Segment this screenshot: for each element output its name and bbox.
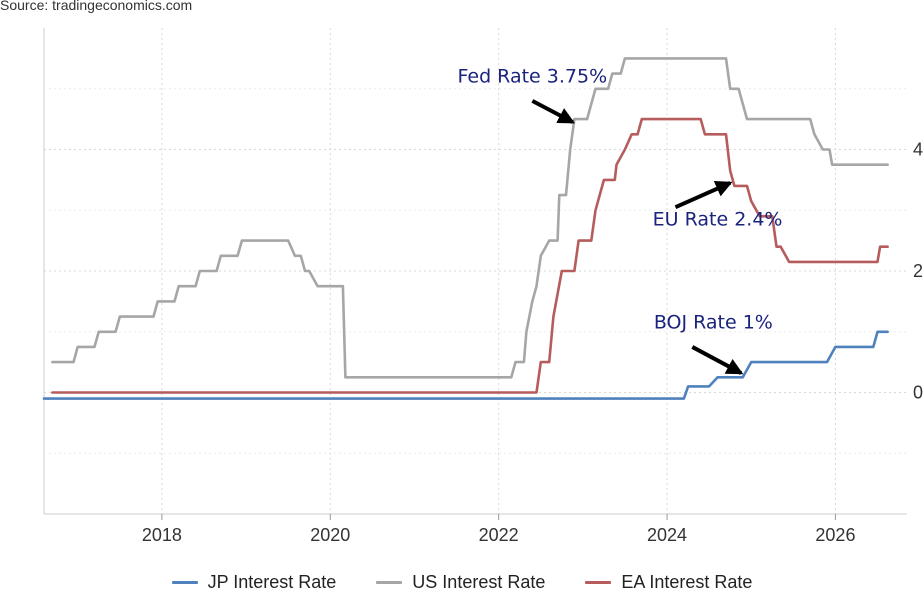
x-tick-label: 2022 <box>479 525 519 545</box>
series-lines <box>42 57 889 400</box>
grid <box>43 28 907 515</box>
legend-swatch <box>376 581 403 584</box>
legend: JP Interest Rate US Interest Rate EA Inter… <box>0 572 924 593</box>
legend-item[interactable]: EA Interest Rate <box>585 572 752 593</box>
x-tick-label: 2026 <box>815 525 855 545</box>
annotation-label: EU Rate 2.4% <box>653 208 783 230</box>
legend-swatch <box>585 581 612 584</box>
annotation-label: BOJ Rate 1% <box>654 312 773 334</box>
legend-item[interactable]: JP Interest Rate <box>171 572 337 593</box>
annotations: Fed Rate 3.75% EU Rate 2.4% BOJ Rate 1% <box>458 66 783 375</box>
y-tick-label: 4 <box>913 140 923 160</box>
annotation-arrow <box>674 181 733 210</box>
source-note: Source: tradingeconomics.com <box>0 0 193 13</box>
x-tick-label: 2018 <box>142 525 182 545</box>
legend-label: EA Interest Rate <box>621 572 753 592</box>
legend-item[interactable]: US Interest Rate <box>376 572 545 593</box>
legend-label: US Interest Rate <box>412 572 546 592</box>
x-tick-label: 2020 <box>310 525 350 545</box>
interest-rate-chart: 0 2 4 2018 2020 2022 2024 2026 Fed Rate 3.75% EU… <box>42 28 923 546</box>
y-tick-label: 0 <box>913 383 923 403</box>
series-line-us <box>51 57 889 379</box>
series-line-ea <box>51 117 889 394</box>
annotation-arrow <box>691 345 744 375</box>
x-tick-label: 2024 <box>647 525 687 545</box>
series-line-jp <box>42 330 889 400</box>
legend-swatch <box>171 581 198 584</box>
y-tick-label: 2 <box>913 261 923 281</box>
annotation-arrow <box>531 99 575 124</box>
legend-label: JP Interest Rate <box>207 572 337 592</box>
axes: 0 2 4 2018 2020 2022 2024 2026 <box>142 140 923 546</box>
annotation-label: Fed Rate 3.75% <box>458 66 608 88</box>
